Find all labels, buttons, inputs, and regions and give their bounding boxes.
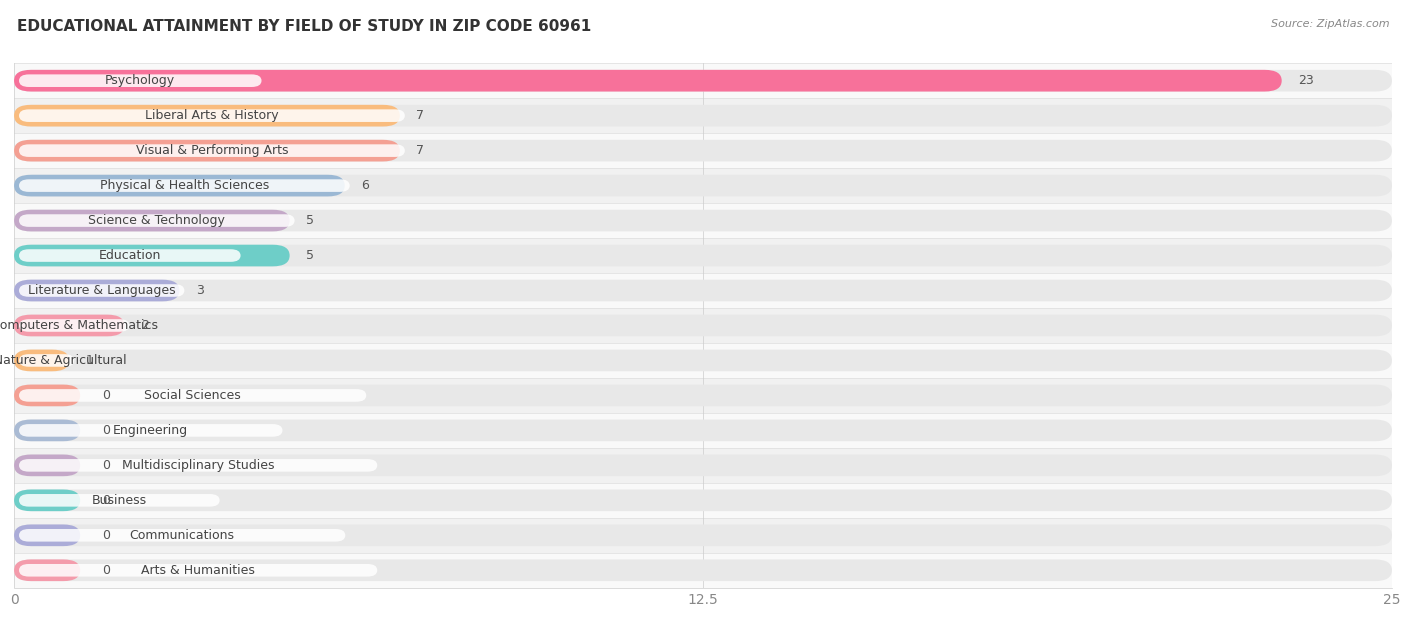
Text: 0: 0 (103, 564, 110, 577)
FancyBboxPatch shape (14, 140, 399, 161)
FancyBboxPatch shape (14, 210, 1392, 231)
Text: Bio, Nature & Agricultural: Bio, Nature & Agricultural (0, 354, 127, 367)
Text: 5: 5 (307, 249, 314, 262)
Text: 2: 2 (141, 319, 149, 332)
FancyBboxPatch shape (20, 319, 129, 332)
Text: 0: 0 (103, 494, 110, 507)
FancyBboxPatch shape (14, 525, 1392, 546)
Text: 0: 0 (103, 459, 110, 472)
Bar (14, 413, 1392, 448)
FancyBboxPatch shape (14, 280, 180, 301)
FancyBboxPatch shape (14, 525, 80, 546)
Bar (14, 483, 1392, 518)
Bar (14, 63, 1392, 98)
Text: 0: 0 (103, 389, 110, 402)
FancyBboxPatch shape (20, 249, 240, 262)
Bar (14, 168, 1392, 203)
FancyBboxPatch shape (14, 420, 1392, 441)
Text: 23: 23 (1298, 74, 1315, 87)
FancyBboxPatch shape (14, 245, 1392, 266)
Text: 6: 6 (361, 179, 370, 192)
Text: 1: 1 (86, 354, 94, 367)
FancyBboxPatch shape (14, 70, 1282, 92)
Bar (14, 133, 1392, 168)
FancyBboxPatch shape (20, 494, 219, 507)
FancyBboxPatch shape (20, 144, 405, 157)
Text: Engineering: Engineering (114, 424, 188, 437)
FancyBboxPatch shape (14, 280, 1392, 301)
FancyBboxPatch shape (14, 454, 1392, 476)
FancyBboxPatch shape (14, 105, 399, 126)
Text: 7: 7 (416, 144, 425, 157)
Bar (14, 448, 1392, 483)
FancyBboxPatch shape (14, 420, 80, 441)
FancyBboxPatch shape (14, 490, 1392, 511)
Text: Source: ZipAtlas.com: Source: ZipAtlas.com (1271, 19, 1389, 29)
Text: 7: 7 (416, 109, 425, 122)
FancyBboxPatch shape (14, 385, 1392, 406)
FancyBboxPatch shape (14, 454, 80, 476)
FancyBboxPatch shape (20, 354, 75, 367)
FancyBboxPatch shape (14, 140, 1392, 161)
FancyBboxPatch shape (14, 210, 290, 231)
FancyBboxPatch shape (14, 349, 1392, 371)
FancyBboxPatch shape (14, 490, 80, 511)
Text: Physical & Health Sciences: Physical & Health Sciences (100, 179, 269, 192)
FancyBboxPatch shape (20, 529, 346, 542)
Text: 5: 5 (307, 214, 314, 227)
Text: Communications: Communications (129, 529, 235, 542)
Text: EDUCATIONAL ATTAINMENT BY FIELD OF STUDY IN ZIP CODE 60961: EDUCATIONAL ATTAINMENT BY FIELD OF STUDY… (17, 19, 591, 34)
FancyBboxPatch shape (20, 389, 366, 402)
Text: Business: Business (91, 494, 146, 507)
FancyBboxPatch shape (20, 75, 262, 87)
Text: Social Sciences: Social Sciences (145, 389, 240, 402)
Bar (14, 343, 1392, 378)
Bar (14, 518, 1392, 553)
Text: 0: 0 (103, 424, 110, 437)
Text: Psychology: Psychology (105, 74, 176, 87)
FancyBboxPatch shape (14, 315, 124, 336)
FancyBboxPatch shape (20, 564, 377, 576)
FancyBboxPatch shape (20, 424, 283, 437)
FancyBboxPatch shape (14, 559, 80, 581)
FancyBboxPatch shape (20, 109, 405, 122)
Text: Literature & Languages: Literature & Languages (28, 284, 176, 297)
FancyBboxPatch shape (14, 175, 1392, 197)
Text: Computers & Mathematics: Computers & Mathematics (0, 319, 157, 332)
FancyBboxPatch shape (14, 385, 80, 406)
Bar (14, 98, 1392, 133)
Text: 0: 0 (103, 529, 110, 542)
Bar (14, 553, 1392, 588)
Bar (14, 238, 1392, 273)
Text: Multidisciplinary Studies: Multidisciplinary Studies (122, 459, 274, 472)
Text: Visual & Performing Arts: Visual & Performing Arts (135, 144, 288, 157)
FancyBboxPatch shape (20, 214, 295, 227)
FancyBboxPatch shape (20, 459, 377, 471)
FancyBboxPatch shape (14, 105, 1392, 126)
Text: 3: 3 (195, 284, 204, 297)
Text: Liberal Arts & History: Liberal Arts & History (145, 109, 278, 122)
FancyBboxPatch shape (14, 175, 344, 197)
FancyBboxPatch shape (20, 179, 350, 192)
Bar (14, 308, 1392, 343)
FancyBboxPatch shape (14, 315, 1392, 336)
FancyBboxPatch shape (14, 245, 290, 266)
Bar (14, 203, 1392, 238)
Text: Education: Education (98, 249, 162, 262)
FancyBboxPatch shape (14, 70, 1392, 92)
FancyBboxPatch shape (20, 284, 184, 297)
FancyBboxPatch shape (14, 559, 1392, 581)
Text: Science & Technology: Science & Technology (89, 214, 225, 227)
Bar (14, 273, 1392, 308)
Text: Arts & Humanities: Arts & Humanities (141, 564, 254, 577)
Bar (14, 378, 1392, 413)
FancyBboxPatch shape (14, 349, 69, 371)
